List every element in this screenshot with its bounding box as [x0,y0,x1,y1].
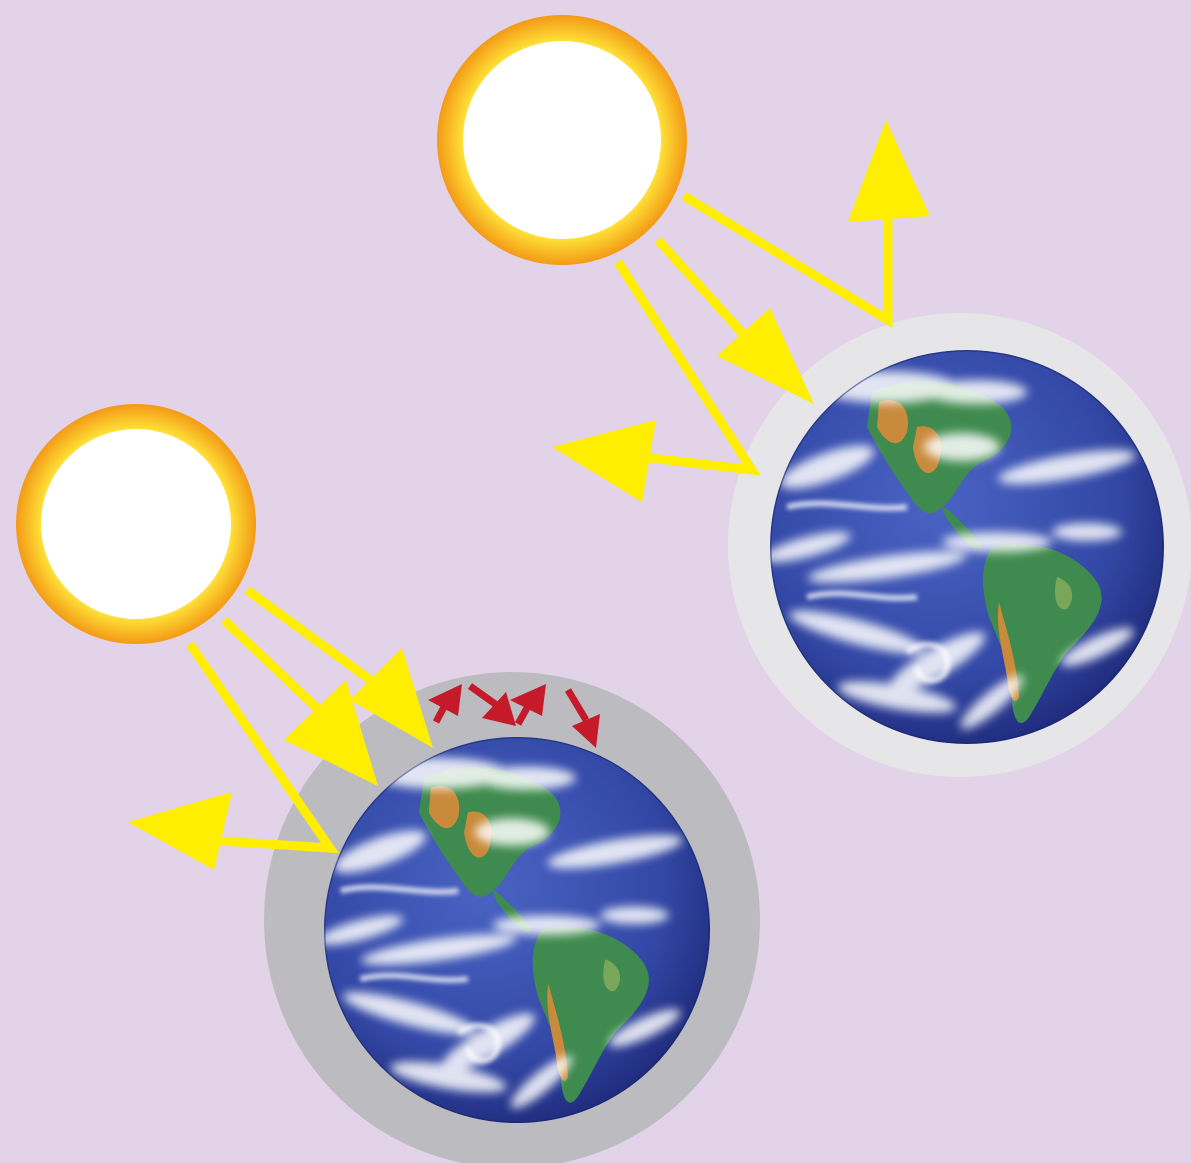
incoming-ray [244,586,387,694]
ray-arrowheads [552,120,930,502]
arrowhead-incoming [284,680,378,786]
arrowhead-up [848,120,930,222]
heat-arrowhead [510,684,546,716]
arrowhead-incoming [350,648,433,748]
arrowhead-incoming [717,308,814,404]
arrowhead-left [552,420,656,502]
heat-arrow-down [467,683,501,709]
arrowhead-left [128,792,232,870]
heat-arrowhead [572,714,600,748]
sun [16,404,256,644]
heat-arrowhead [428,684,462,716]
scene-thin-atmosphere [437,15,1191,777]
reflected-ray-up [681,192,893,329]
heat-arrow-down [564,688,590,722]
sun [437,15,687,265]
scene-thick-atmosphere [16,404,760,1163]
heat-arrowhead [482,692,516,726]
ray-arrowheads [128,648,433,870]
reflected-ray-left [186,641,339,854]
reflected-ray-left [614,259,761,476]
heat-arrowheads [428,684,600,748]
